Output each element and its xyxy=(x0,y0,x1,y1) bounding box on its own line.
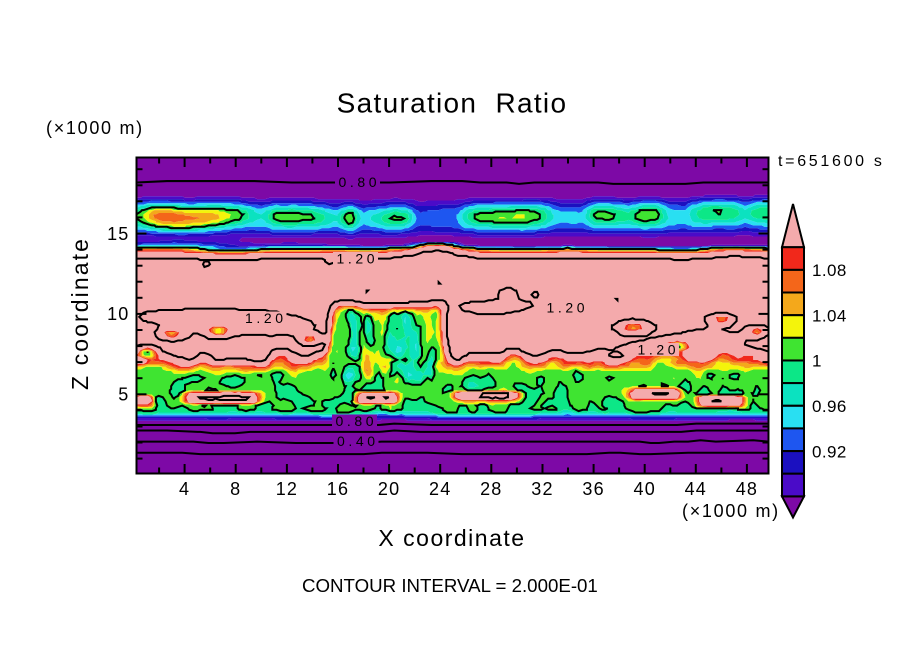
svg-text:20: 20 xyxy=(378,479,400,499)
svg-text:CONTOUR INTERVAL = 2.000E-01: CONTOUR INTERVAL = 2.000E-01 xyxy=(302,575,598,596)
svg-text:(×1000 m): (×1000 m) xyxy=(46,118,144,138)
svg-text:0.92: 0.92 xyxy=(812,442,847,461)
svg-text:36: 36 xyxy=(582,479,604,499)
svg-text:12: 12 xyxy=(276,479,298,499)
svg-text:0.96: 0.96 xyxy=(812,397,847,416)
svg-text:48: 48 xyxy=(736,479,758,499)
svg-text:1.20: 1.20 xyxy=(546,300,588,316)
svg-text:5: 5 xyxy=(118,385,129,405)
svg-text:1.04: 1.04 xyxy=(812,306,847,325)
svg-text:0.80: 0.80 xyxy=(335,413,377,429)
svg-text:1: 1 xyxy=(812,352,822,371)
svg-text:0.80: 0.80 xyxy=(338,174,380,190)
svg-text:44: 44 xyxy=(685,479,707,499)
svg-text:0.40: 0.40 xyxy=(337,433,379,449)
svg-text:8: 8 xyxy=(230,479,241,499)
svg-text:32: 32 xyxy=(531,479,553,499)
svg-text:Z coordinate: Z coordinate xyxy=(67,237,93,390)
svg-text:15: 15 xyxy=(107,224,129,244)
svg-text:28: 28 xyxy=(480,479,502,499)
svg-text:t=651600 s: t=651600 s xyxy=(778,153,885,170)
svg-text:1.08: 1.08 xyxy=(812,261,847,280)
svg-text:X coordinate: X coordinate xyxy=(378,525,525,551)
svg-text:1.20: 1.20 xyxy=(245,310,287,326)
svg-text:10: 10 xyxy=(107,304,129,324)
svg-text:24: 24 xyxy=(429,479,451,499)
svg-text:16: 16 xyxy=(327,479,349,499)
svg-text:4: 4 xyxy=(179,479,190,499)
svg-text:40: 40 xyxy=(633,479,655,499)
svg-text:Saturation Ratio: Saturation Ratio xyxy=(337,88,568,119)
svg-text:1.20: 1.20 xyxy=(637,342,679,358)
svg-text:(×1000 m): (×1000 m) xyxy=(682,501,780,521)
svg-text:1.20: 1.20 xyxy=(336,251,378,267)
